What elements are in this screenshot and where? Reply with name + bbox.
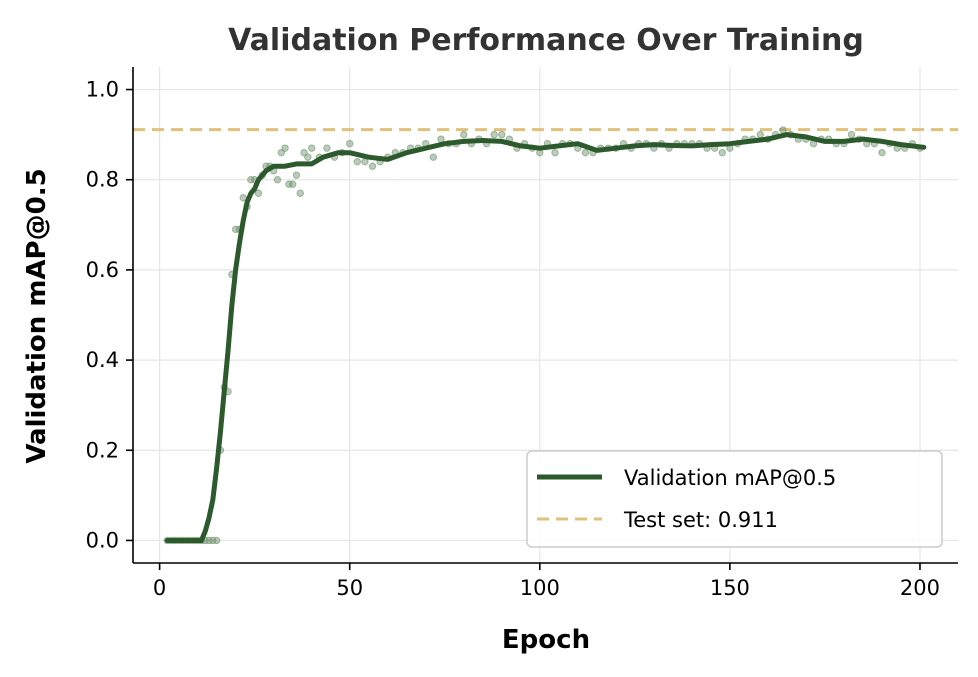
scatter-point-32 [285,180,293,188]
chart-title: Validation Performance Over Training [228,23,864,58]
y-axis-label: Validation mAP@0.5 [22,168,52,463]
scatter-point-43 [346,139,354,148]
legend-label-validation: Validation mAP@0.5 [624,466,836,490]
validation-series [164,132,927,543]
axes [132,67,958,564]
scatter-point-55 [437,135,445,143]
scatter-point-29 [273,176,282,184]
scatter-point-46 [368,162,377,170]
x-tick-label-0: 0 [153,576,166,600]
scatter-point-37 [304,153,312,161]
x-tick-label-4: 200 [900,576,940,600]
y-tick-label-3: 0.6 [86,258,119,282]
scatter-point-45 [361,157,369,166]
scatter-point-11 [205,536,213,545]
legend-box [526,450,943,548]
legend: Validation mAP@0.5 Test set: 0.911 [526,450,943,548]
x-tick-label-1: 50 [336,576,363,600]
scatter-point-24 [254,189,263,197]
scatter-point-33 [288,180,297,188]
x-tick-label-3: 150 [710,576,750,600]
scatter-point-13 [212,536,221,545]
scatter-point-58 [460,130,468,139]
x-axis-label: Epoch [502,625,590,655]
scatter-point-63 [498,130,506,139]
scatter-point-40 [323,144,331,152]
scatter-point-70 [551,148,559,157]
scatter-point-12 [209,536,217,545]
scatter-point-35 [296,189,304,197]
scatter-point-18 [231,225,240,234]
scatter-point-54 [429,153,438,161]
scatter-point-109 [847,130,856,139]
validation-line [164,132,927,543]
y-tick-label-2: 0.4 [86,348,119,372]
scatter-point-44 [353,157,362,166]
scatter-point-113 [878,148,886,157]
scatter-point-31 [281,144,289,152]
scatter-point-38 [307,144,316,152]
y-tick-label-1: 0.2 [86,438,119,462]
scatter-point-62 [490,130,498,139]
tick-marks: 0 50 100 150 200 0.0 0.2 0.4 0.6 0.8 1.0 [86,78,940,600]
scatter-point-97 [756,130,765,139]
scatter-point-34 [292,171,301,179]
y-tick-label-0: 0.0 [86,528,119,552]
y-tick-label-4: 0.8 [86,168,119,192]
scatter-point-22 [247,176,255,184]
scatter-point-100 [779,126,787,134]
legend-label-test-set: Test set: 0.911 [623,508,778,532]
scatter-point-92 [718,148,726,157]
y-tick-label-5: 1.0 [86,78,119,102]
x-tick-label-2: 100 [520,576,560,600]
scatter-point-74 [581,148,590,157]
